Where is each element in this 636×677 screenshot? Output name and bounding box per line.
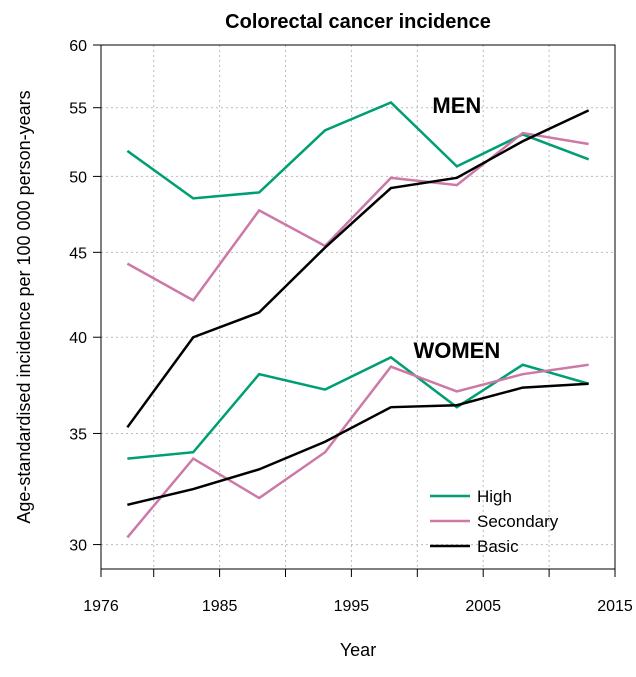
series-line-women-high (127, 355, 589, 460)
series-line-men-high (126, 101, 590, 200)
chart-title: Colorectal cancer incidence (225, 11, 491, 33)
x-tick-label: 2015 (597, 598, 633, 615)
series-line-women-secondary (126, 363, 589, 539)
grid (100, 44, 616, 569)
y-tick-label: 30 (69, 538, 87, 555)
y-tick-label: 55 (69, 101, 87, 118)
y-tick-label: 60 (69, 38, 87, 55)
y-axis-label: Age-standardised incidence per 100 000 p… (14, 90, 34, 523)
x-tick-label: 2005 (465, 598, 501, 615)
annotation-label: WOMEN (413, 338, 500, 363)
series-line-men-basic (126, 109, 590, 429)
legend-label: Secondary (477, 512, 559, 531)
x-tick-label: 1976 (83, 598, 119, 615)
series-lines (126, 101, 590, 539)
x-axis-label: Year (340, 640, 376, 660)
x-tick-label: 1985 (202, 598, 238, 615)
y-tick-label: 50 (69, 169, 87, 186)
y-tick-label: 35 (69, 426, 87, 443)
legend-label: High (477, 487, 512, 506)
axes: 1976 1985 1995 2005 2015 30 35 40 45 50 55 60 (69, 38, 633, 615)
y-tick-label: 40 (69, 330, 87, 347)
annotation-label: MEN (432, 93, 481, 118)
annotations: MEN WOMEN (413, 93, 500, 363)
legend-label: Basic (477, 537, 519, 556)
y-tick-label: 45 (69, 245, 87, 262)
plot-frame (100, 44, 616, 570)
series-line-men-secondary (126, 131, 589, 302)
series-line-women-basic (127, 382, 589, 507)
legend: High Secondary Basic (430, 487, 559, 556)
x-tick-label: 1995 (334, 598, 370, 615)
